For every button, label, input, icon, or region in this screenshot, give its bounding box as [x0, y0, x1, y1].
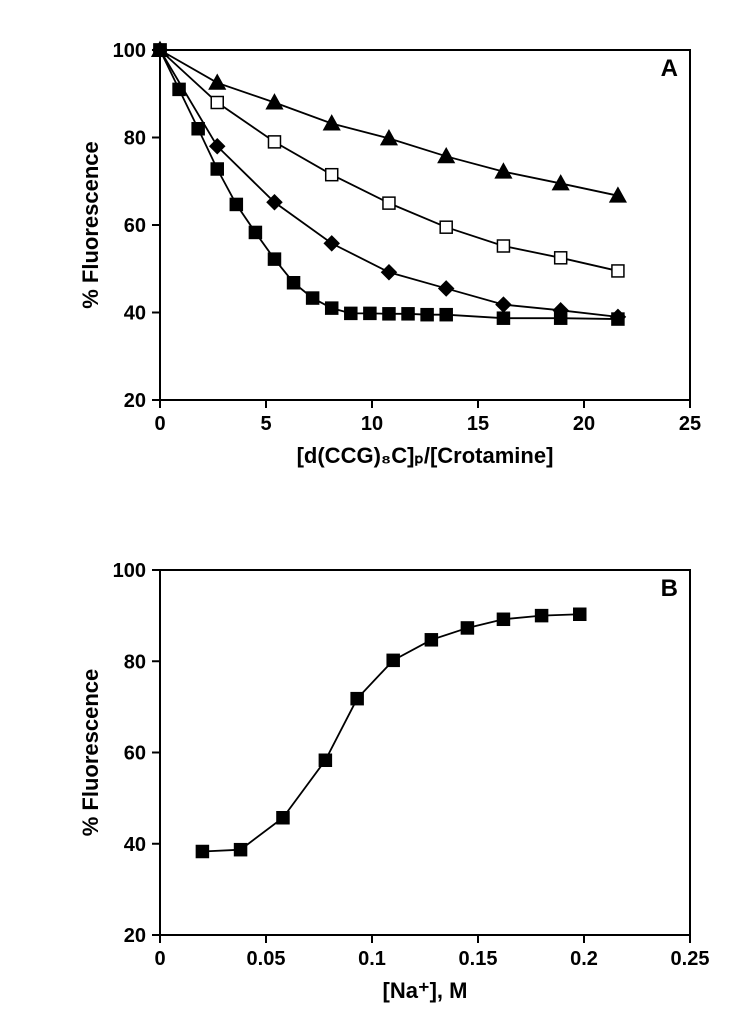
figure-svg: 0 5 10 15 20 25 20 40 60 80 100 % Fluorescence [d(CC…: [0, 0, 744, 1035]
y-axis-label: % Fluorescence: [78, 669, 103, 837]
svg-text:0: 0: [154, 413, 165, 435]
svg-text:80: 80: [124, 651, 146, 673]
figure-root: 0 5 10 15 20 25 20 40 60 80 100 % Fluorescence [d(CC…: [0, 0, 744, 1035]
svg-text:25: 25: [679, 413, 701, 435]
series-line-filled-square: [202, 614, 579, 851]
svg-text:100: 100: [113, 560, 146, 582]
svg-text:80: 80: [124, 128, 146, 150]
svg-text:15: 15: [467, 413, 489, 435]
panel-label: A: [661, 55, 678, 82]
svg-text:100: 100: [113, 40, 146, 62]
svg-text:0.05: 0.05: [247, 948, 286, 970]
svg-text:40: 40: [124, 834, 146, 856]
svg-text:20: 20: [124, 390, 146, 412]
y-axis-label: % Fluorescence: [78, 141, 103, 309]
svg-text:0.15: 0.15: [459, 948, 498, 970]
panel-label: B: [661, 575, 678, 602]
x-axis-label: [d(CCG)₈C]ₚ/[Crotamine]: [297, 443, 554, 468]
svg-text:0.1: 0.1: [358, 948, 386, 970]
series-line-filled-triangle: [160, 50, 618, 196]
svg-text:0.25: 0.25: [671, 948, 710, 970]
svg-text:20: 20: [124, 925, 146, 947]
svg-text:60: 60: [124, 215, 146, 237]
panel-B: 0 0.05 0.1 0.15 0.2 0.25 20 40 60 80 100 % Fluoresc…: [78, 560, 709, 1003]
svg-text:60: 60: [124, 743, 146, 765]
svg-text:0.2: 0.2: [570, 948, 598, 970]
svg-text:20: 20: [573, 413, 595, 435]
panel-A: 0 5 10 15 20 25 20 40 60 80 100 % Fluorescence [d(CC…: [78, 40, 701, 468]
svg-text:0: 0: [154, 948, 165, 970]
svg-text:40: 40: [124, 303, 146, 325]
x-axis-label: [Na⁺], M: [383, 978, 468, 1003]
svg-text:10: 10: [361, 413, 383, 435]
series-line-open-square: [160, 50, 618, 271]
svg-text:5: 5: [260, 413, 271, 435]
